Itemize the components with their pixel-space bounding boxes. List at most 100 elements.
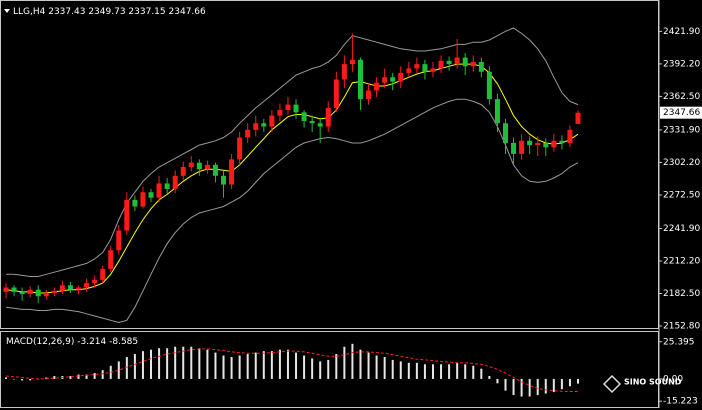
macd-bar — [69, 376, 72, 379]
candle-body — [494, 99, 500, 124]
watermark: SINO SOUND — [624, 378, 682, 387]
macd-bar — [174, 346, 177, 379]
candle-body — [438, 60, 444, 69]
candle-body — [575, 112, 581, 124]
macd-bar — [198, 348, 201, 379]
macd-bar — [560, 378, 563, 390]
y-tick-label: 2421.90 — [663, 27, 700, 37]
y-tick-label: -15.223 — [663, 397, 698, 407]
macd-bar — [246, 354, 249, 379]
y-tick-label: 2392.20 — [663, 59, 700, 69]
y-tick-label: 2182.50 — [663, 289, 700, 299]
chart-header: LLG,H4 2337.43 2349.73 2337.15 2347.66 — [13, 7, 206, 17]
macd-bar — [431, 364, 434, 379]
candle-body — [519, 140, 525, 154]
candle-body — [414, 64, 420, 69]
macd-bar — [351, 343, 354, 379]
candle-body — [148, 192, 154, 198]
macd-bar — [45, 377, 48, 379]
macd-bar — [53, 376, 56, 379]
macd-bar — [464, 364, 467, 379]
candle-body — [374, 82, 380, 91]
macd-bar — [5, 377, 7, 379]
macd-title: MACD(12,26,9) — [6, 337, 74, 347]
price-label-box — [660, 106, 702, 119]
candle-body — [502, 123, 508, 143]
logo-mark — [602, 374, 622, 394]
signal-last: -8.585 — [109, 337, 138, 347]
macd-bar — [93, 373, 96, 379]
candle-body — [35, 289, 41, 297]
macd-bar — [472, 365, 475, 379]
macd-bar — [577, 378, 579, 384]
candle-body — [124, 199, 130, 231]
macd-bar — [182, 346, 185, 379]
y-tick-label: 2331.90 — [663, 125, 700, 135]
candle-body — [333, 79, 339, 108]
candle-body — [430, 68, 436, 72]
logo: SINO SOUND — [602, 374, 682, 394]
candle-body — [221, 175, 227, 185]
candle-body — [269, 115, 275, 127]
signal-line — [5, 348, 578, 392]
y-tick-label: 2212.20 — [663, 256, 700, 266]
candle-body — [237, 137, 243, 160]
candle-body — [59, 285, 65, 291]
candle-body — [19, 291, 25, 295]
y-tick-label: 25.395 — [663, 337, 695, 347]
price-label: 2347.66 — [663, 108, 700, 118]
macd-bar — [528, 378, 531, 397]
macd-bar — [101, 370, 104, 379]
macd-bar — [440, 364, 443, 379]
candle-body — [3, 287, 9, 292]
candle-body — [366, 90, 372, 100]
macd-bar — [399, 361, 402, 379]
macd-bar — [141, 351, 144, 379]
candle-body — [567, 129, 573, 143]
candle-body — [188, 162, 194, 168]
macd-bar — [520, 378, 523, 397]
candle-body — [43, 292, 49, 297]
macd-bar — [166, 348, 169, 379]
macd-bar — [158, 348, 161, 379]
macd-bar — [544, 378, 547, 394]
candle-body — [164, 183, 170, 189]
candle-body — [543, 142, 549, 148]
candle-body — [551, 140, 557, 148]
macd-bar — [295, 352, 298, 379]
macd-last: -3.214 — [77, 337, 106, 347]
candle-body — [390, 77, 396, 82]
macd-bar — [311, 358, 314, 379]
macd-bar — [568, 378, 571, 387]
macd-bar — [335, 354, 338, 379]
macd-bar — [77, 374, 80, 379]
candle-body — [180, 167, 186, 176]
macd-bar — [214, 352, 217, 379]
candle-body — [317, 123, 323, 127]
macd-bar — [13, 378, 16, 380]
candle-body — [196, 162, 202, 170]
candle-body — [486, 71, 492, 100]
macd-bar — [552, 378, 555, 393]
candle-body — [527, 140, 533, 146]
candle-body — [212, 164, 218, 176]
macd-bar — [319, 361, 322, 379]
macd-bar — [391, 359, 394, 379]
candle-body — [357, 59, 363, 100]
macd-bar — [117, 361, 120, 379]
candle-body — [309, 121, 315, 124]
macd-bar — [367, 352, 370, 379]
macd-bar — [448, 364, 451, 379]
macd-bar — [480, 368, 483, 379]
candle-body — [301, 112, 307, 122]
candle-body — [140, 192, 146, 207]
candle-body — [245, 129, 251, 138]
candle-body — [478, 61, 484, 72]
candle-body — [100, 268, 106, 280]
y-tick-label: 2362.50 — [663, 92, 700, 102]
bollinger-band — [6, 27, 579, 277]
candle-body — [293, 104, 299, 113]
macd-bar — [222, 355, 225, 379]
candle-body — [511, 142, 517, 154]
